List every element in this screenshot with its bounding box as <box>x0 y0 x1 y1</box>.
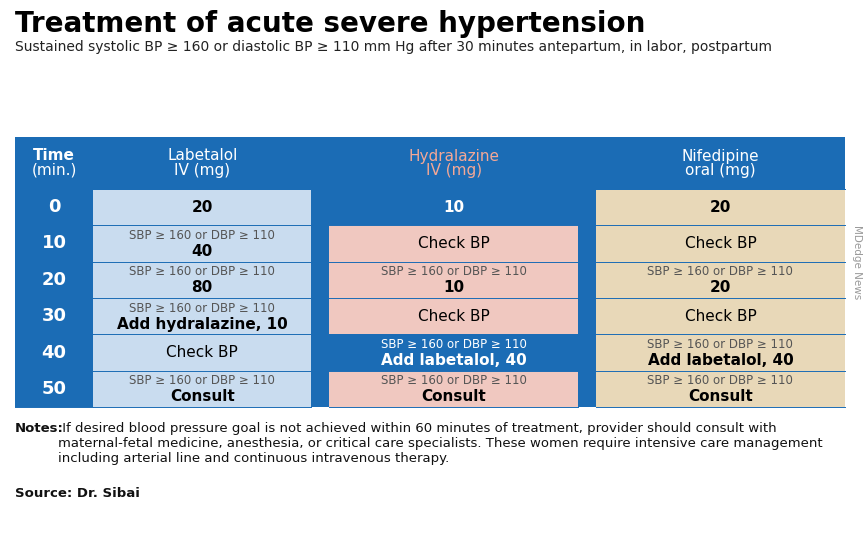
Text: Check BP: Check BP <box>684 309 756 323</box>
Bar <box>578 370 596 407</box>
Text: 80: 80 <box>192 280 213 295</box>
Text: IV (mg): IV (mg) <box>426 162 481 178</box>
Text: 20: 20 <box>709 200 731 215</box>
Text: (min.): (min.) <box>31 162 77 178</box>
Text: 30: 30 <box>41 307 67 325</box>
Text: 10: 10 <box>41 235 67 252</box>
Text: Check BP: Check BP <box>684 236 756 251</box>
Bar <box>93 370 311 407</box>
Text: If desired blood pressure goal is not achieved within 60 minutes of treatment, p: If desired blood pressure goal is not ac… <box>58 422 823 465</box>
Bar <box>596 298 845 335</box>
Bar <box>311 335 329 370</box>
Text: SBP ≥ 160 or DBP ≥ 110: SBP ≥ 160 or DBP ≥ 110 <box>130 266 275 278</box>
Bar <box>311 137 329 189</box>
Text: SBP ≥ 160 or DBP ≥ 110: SBP ≥ 160 or DBP ≥ 110 <box>381 266 526 278</box>
Bar <box>578 262 596 298</box>
Bar <box>311 189 329 225</box>
Text: Sustained systolic BP ≥ 160 or diastolic BP ≥ 110 mm Hg after 30 minutes antepar: Sustained systolic BP ≥ 160 or diastolic… <box>15 40 772 54</box>
Bar <box>578 189 596 225</box>
Bar <box>596 370 845 407</box>
Text: MDedge News: MDedge News <box>852 225 862 299</box>
Bar <box>329 370 578 407</box>
Text: SBP ≥ 160 or DBP ≥ 110: SBP ≥ 160 or DBP ≥ 110 <box>647 338 793 351</box>
Text: SBP ≥ 160 or DBP ≥ 110: SBP ≥ 160 or DBP ≥ 110 <box>130 374 275 388</box>
Text: 40: 40 <box>192 244 213 259</box>
Text: SBP ≥ 160 or DBP ≥ 110: SBP ≥ 160 or DBP ≥ 110 <box>647 374 793 388</box>
Text: SBP ≥ 160 or DBP ≥ 110: SBP ≥ 160 or DBP ≥ 110 <box>130 229 275 242</box>
Text: Source: Dr. Sibai: Source: Dr. Sibai <box>15 487 140 500</box>
Text: 50: 50 <box>41 380 67 398</box>
Bar <box>93 137 311 189</box>
Bar <box>329 335 578 370</box>
Text: Consult: Consult <box>422 389 486 404</box>
Bar <box>15 298 93 335</box>
Bar <box>15 137 93 189</box>
Bar <box>578 225 596 262</box>
Bar <box>596 137 845 189</box>
Text: IV (mg): IV (mg) <box>175 162 230 178</box>
Text: SBP ≥ 160 or DBP ≥ 110: SBP ≥ 160 or DBP ≥ 110 <box>381 374 526 388</box>
Bar <box>329 262 578 298</box>
Bar <box>15 225 93 262</box>
Bar <box>329 137 578 189</box>
Bar <box>15 189 93 225</box>
Bar <box>311 262 329 298</box>
Bar <box>15 370 93 407</box>
Bar <box>15 262 93 298</box>
Bar <box>329 298 578 335</box>
Text: SBP ≥ 160 or DBP ≥ 110: SBP ≥ 160 or DBP ≥ 110 <box>381 338 526 351</box>
Text: 10: 10 <box>443 200 464 215</box>
Bar <box>311 370 329 407</box>
Bar <box>15 335 93 370</box>
Bar <box>93 225 311 262</box>
Bar <box>596 189 845 225</box>
Text: Labetalol: Labetalol <box>167 148 238 163</box>
Text: Consult: Consult <box>170 389 234 404</box>
Text: 20: 20 <box>41 271 67 289</box>
Text: 20: 20 <box>192 200 213 215</box>
Text: Add labetalol, 40: Add labetalol, 40 <box>647 353 793 368</box>
Text: Notes:: Notes: <box>15 422 64 435</box>
Text: 10: 10 <box>443 280 464 295</box>
Text: oral (mg): oral (mg) <box>685 162 756 178</box>
Text: SBP ≥ 160 or DBP ≥ 110: SBP ≥ 160 or DBP ≥ 110 <box>130 301 275 315</box>
Bar <box>93 335 311 370</box>
Text: Time: Time <box>33 148 75 163</box>
Bar <box>311 225 329 262</box>
Text: Add hydralazine, 10: Add hydralazine, 10 <box>117 317 288 332</box>
Text: Check BP: Check BP <box>166 345 238 360</box>
Text: Check BP: Check BP <box>417 309 490 323</box>
Bar <box>329 189 578 225</box>
Bar <box>329 225 578 262</box>
Bar <box>93 189 311 225</box>
Text: Check BP: Check BP <box>417 236 490 251</box>
Bar <box>578 335 596 370</box>
Bar <box>578 137 596 189</box>
Text: 0: 0 <box>48 198 60 216</box>
Text: Add labetalol, 40: Add labetalol, 40 <box>381 353 526 368</box>
Bar <box>578 298 596 335</box>
Text: 40: 40 <box>41 343 67 362</box>
Text: Hydralazine: Hydralazine <box>408 148 499 163</box>
Bar <box>93 262 311 298</box>
Bar <box>596 335 845 370</box>
Bar <box>596 262 845 298</box>
Bar <box>93 298 311 335</box>
Bar <box>596 225 845 262</box>
Text: SBP ≥ 160 or DBP ≥ 110: SBP ≥ 160 or DBP ≥ 110 <box>647 266 793 278</box>
Text: Nifedipine: Nifedipine <box>682 148 759 163</box>
Text: Consult: Consult <box>688 389 753 404</box>
Text: Treatment of acute severe hypertension: Treatment of acute severe hypertension <box>15 10 645 38</box>
Bar <box>311 298 329 335</box>
Text: 20: 20 <box>709 280 731 295</box>
